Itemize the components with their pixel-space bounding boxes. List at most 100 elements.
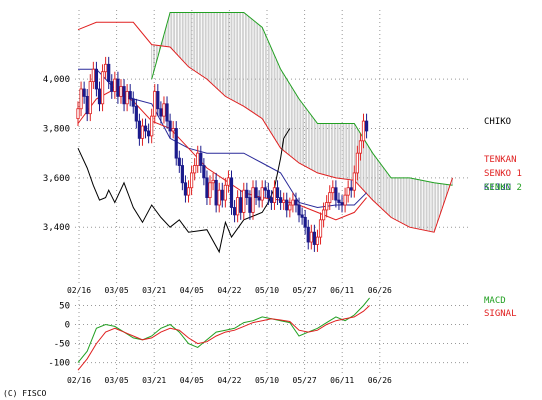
candle-body [325, 202, 329, 211]
candle-body [208, 182, 212, 199]
candle-body [251, 187, 255, 213]
macd-y-ticks: 50 0 -50 -100 [48, 302, 70, 369]
candle-body [165, 103, 169, 122]
candle-body [321, 209, 326, 221]
macd-y-tick: -50 [54, 340, 70, 350]
candle-body [205, 177, 209, 199]
chiko-line [77, 128, 291, 254]
candle-body [282, 199, 286, 203]
candle-body [272, 187, 277, 203]
candle-body [220, 189, 224, 201]
price-y-tick: 3,800 [43, 124, 70, 134]
price-x-tick: 06/26 [368, 286, 392, 295]
legend-senko2: SENKO 2 [484, 183, 522, 193]
signal-line [77, 305, 370, 371]
candle-body [177, 157, 181, 166]
candle-body [232, 207, 237, 216]
copyright-text: (C) FISCO [3, 389, 47, 398]
macd-x-tick: 03/05 [105, 376, 129, 385]
price-x-tick: 04/05 [180, 286, 204, 295]
candle-body [352, 172, 356, 191]
candle-body [263, 187, 267, 191]
candle-body [134, 105, 138, 122]
candle-body [260, 187, 264, 201]
candle-body [309, 231, 313, 243]
candle-body [174, 128, 178, 159]
candle-body [119, 86, 123, 97]
candle-body [150, 115, 154, 137]
candle-body [137, 120, 141, 139]
candle-body [183, 182, 188, 196]
candle-body [116, 78, 120, 97]
candle-body [159, 108, 163, 117]
candle-body [85, 95, 89, 115]
candle-body [143, 125, 148, 132]
macd-x-ticks: 02/16 03/05 03/21 04/05 04/22 05/10 05/27 06/11… [67, 376, 392, 385]
candle-body [328, 192, 332, 203]
candle-body [303, 216, 307, 228]
price-y-ticks: 3,400 3,600 3,800 4,000 [43, 75, 70, 233]
candlesticks [76, 56, 369, 252]
candle-body [113, 78, 117, 92]
macd-x-tick: 04/05 [180, 376, 204, 385]
price-x-tick: 05/27 [293, 286, 317, 295]
price-y-tick: 3,400 [43, 223, 70, 233]
candle-body [122, 86, 126, 105]
candle-body [100, 71, 105, 105]
candle-body [334, 187, 338, 201]
candle-body [104, 63, 108, 73]
price-x-tick: 03/21 [142, 286, 166, 295]
candle-body [226, 177, 231, 186]
candle-body [82, 88, 86, 97]
price-grid [75, 10, 470, 284]
candle-body [153, 91, 157, 117]
macd-x-tick: 02/16 [67, 376, 91, 385]
macd-x-tick: 06/26 [368, 376, 392, 385]
candle-body [349, 187, 353, 191]
price-x-tick: 02/16 [67, 286, 91, 295]
candle-body [361, 120, 366, 142]
candle-body [239, 197, 243, 213]
price-y-tick: 3,600 [43, 174, 70, 184]
candle-body [97, 88, 102, 105]
price-x-ticks: 02/16 03/05 03/21 04/05 04/22 05/10 05/27 06/11… [67, 286, 392, 295]
candle-body [358, 140, 363, 154]
price-x-tick: 05/10 [255, 286, 279, 295]
candle-body [318, 219, 323, 238]
candle-body [128, 91, 132, 100]
macd-x-tick: 06/11 [330, 376, 354, 385]
ichimoku-cloud [151, 12, 453, 233]
macd-grid [75, 296, 470, 374]
price-x-tick: 04/22 [217, 286, 241, 295]
candle-body [279, 197, 283, 203]
candle-body [340, 202, 344, 206]
candle-body [346, 187, 350, 196]
candle-body [199, 152, 203, 166]
candle-body [343, 194, 347, 206]
candle-body [214, 179, 218, 206]
macd-x-tick: 03/21 [142, 376, 166, 385]
candle-body [211, 179, 215, 184]
candle-body [217, 189, 221, 206]
macd-lines [77, 297, 370, 371]
candle-body [236, 197, 240, 216]
senko2-line [151, 12, 453, 186]
candle-body [94, 68, 99, 90]
legend-macd: MACD [484, 296, 506, 306]
macd-panel: 50 0 -50 -100 02/16 03/05 03/21 04/05 04/22 05/1… [48, 296, 517, 385]
candle-body [275, 187, 280, 199]
candle-body [88, 81, 92, 115]
macd-y-tick: 0 [65, 321, 70, 331]
candle-body [229, 177, 234, 208]
candle-body [291, 199, 295, 206]
candle-body [242, 189, 246, 213]
candle-body [171, 128, 175, 132]
candle-body [266, 189, 270, 199]
candle-body [364, 120, 369, 132]
price-x-tick: 03/05 [105, 286, 129, 295]
candle-body [107, 63, 111, 82]
candle-body [110, 81, 114, 92]
candle-body [189, 172, 194, 189]
